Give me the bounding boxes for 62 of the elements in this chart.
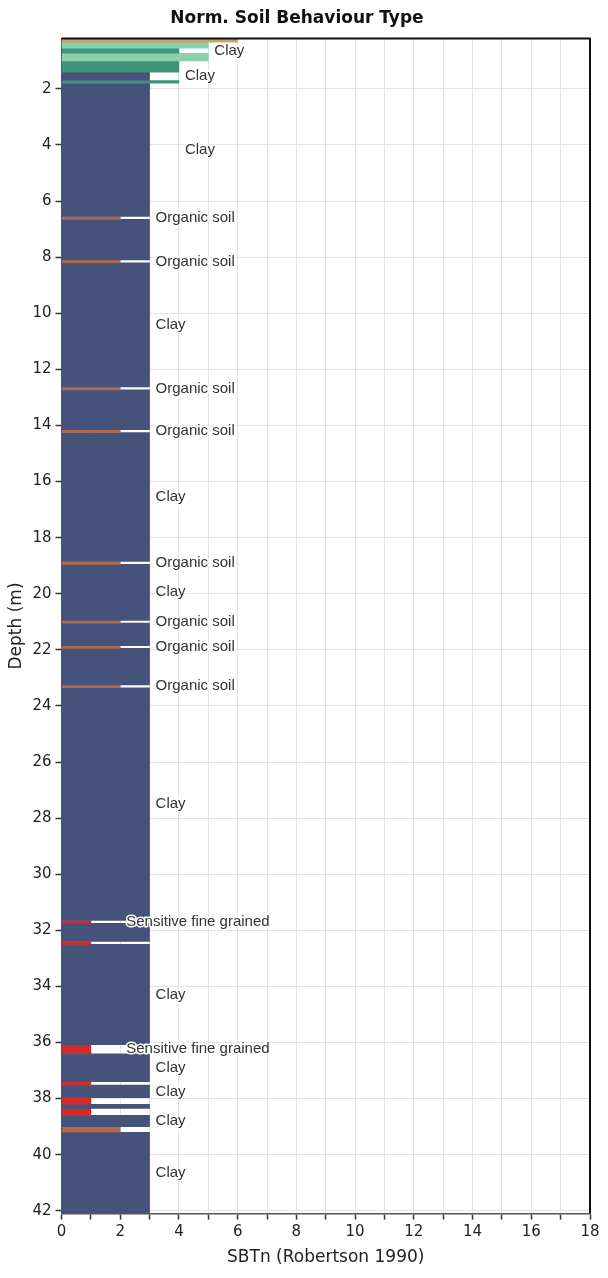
y-tick-label: 28 (32, 808, 52, 827)
y-tick-label: 8 (41, 247, 52, 266)
data-label: Clay (184, 66, 216, 84)
x-tick-label: 12 (404, 1222, 424, 1241)
data-label: Organic soil (155, 676, 235, 694)
data-label: Organic soil (155, 421, 235, 439)
data-label: Organic soil (155, 378, 235, 396)
data-label: Clay (155, 1111, 187, 1129)
x-tick-label: 16 (521, 1222, 541, 1241)
y-tick-label: 40 (32, 1144, 52, 1163)
data-label: Sensitive fine grained (126, 1039, 270, 1057)
data-label: Clay (155, 315, 187, 333)
bar (61, 1044, 92, 1055)
data-label: Organic soil (155, 611, 235, 629)
y-tick-label: 36 (32, 1032, 52, 1051)
data-label: Clay (155, 1057, 187, 1075)
y-tick-label: 2 (41, 78, 52, 97)
y-tick-label: 14 (32, 415, 52, 434)
data-label: Clay (214, 40, 245, 58)
data-label: Clay (184, 140, 216, 158)
data-label: Organic soil (155, 637, 235, 655)
x-tick-label: 10 (345, 1222, 365, 1241)
bar (61, 1126, 121, 1133)
y-tick-label: 20 (32, 583, 52, 602)
data-label: Clay (155, 1163, 187, 1181)
y-tick-label: 12 (32, 359, 52, 378)
bar (61, 1097, 92, 1105)
data-label: Clay (155, 984, 187, 1002)
x-tick-label: 14 (463, 1222, 483, 1241)
data-label: Clay (155, 794, 187, 812)
x-axis-title: SBTn (Robertson 1990) (227, 1246, 425, 1267)
x-tick-label: 8 (291, 1222, 302, 1241)
data-label: Organic soil (155, 553, 235, 571)
bar (61, 41, 209, 49)
y-axis-title: Depth (m) (4, 582, 25, 670)
data-label: Organic soil (155, 208, 235, 226)
bar (61, 71, 150, 81)
data-label: Clay (155, 582, 187, 600)
x-tick-label: 4 (174, 1222, 184, 1241)
y-tick-label: 24 (32, 695, 52, 714)
y-tick-label: 34 (32, 976, 52, 995)
data-label: Clay (155, 1081, 187, 1099)
y-tick-label: 18 (32, 527, 52, 546)
x-tick-label: 0 (56, 1222, 67, 1241)
y-tick-label: 10 (32, 303, 52, 322)
y-tick-label: 26 (32, 751, 52, 770)
x-tick-label: 2 (115, 1222, 125, 1241)
y-tick-label: 32 (32, 920, 52, 939)
y-tick-label: 30 (32, 864, 52, 883)
y-tick-label: 4 (41, 134, 52, 153)
data-label: Organic soil (155, 251, 235, 269)
bar (61, 1108, 92, 1116)
x-tick-label: 6 (232, 1222, 243, 1241)
y-tick-label: 6 (41, 190, 52, 209)
x-tick-label: 18 (580, 1222, 600, 1241)
y-tick-label: 22 (32, 639, 52, 658)
data-label: Sensitive fine grained (126, 912, 270, 930)
y-tick-label: 42 (32, 1200, 52, 1219)
y-tick-label: 38 (32, 1088, 52, 1107)
chart-title: Norm. Soil Behaviour Type (170, 6, 424, 27)
data-label: Clay (155, 487, 187, 505)
y-tick-label: 16 (32, 471, 52, 490)
